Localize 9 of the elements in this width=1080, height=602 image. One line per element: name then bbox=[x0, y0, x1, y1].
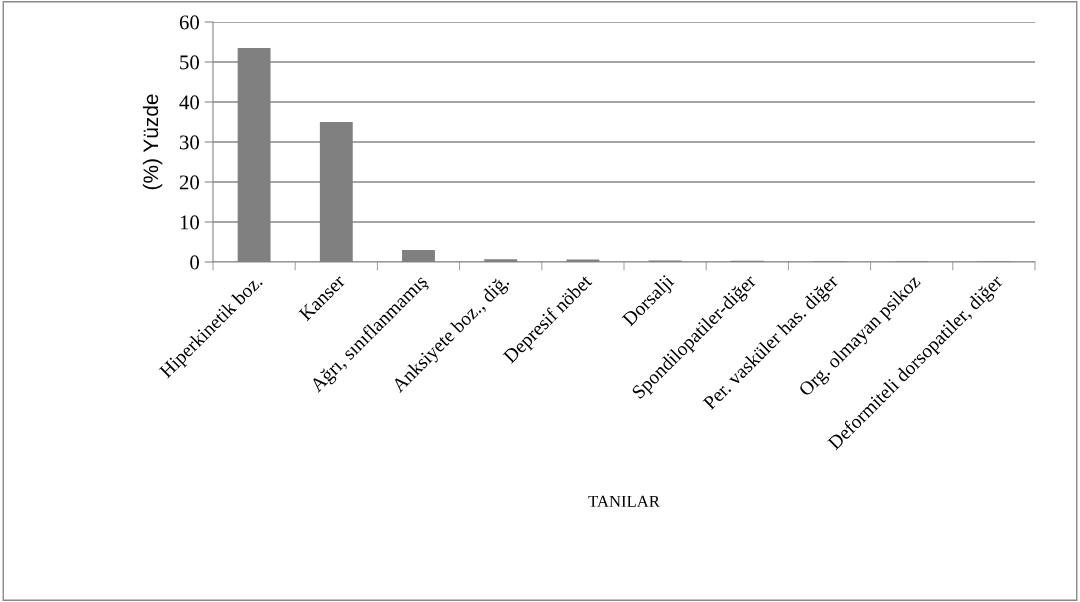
y-tick-label: 20 bbox=[179, 175, 200, 190]
y-tick-label: 30 bbox=[179, 135, 200, 150]
y-tick-label: 0 bbox=[190, 255, 200, 270]
y-axis-title: (%) Yüzde bbox=[142, 94, 163, 190]
y-tick-label: 40 bbox=[179, 95, 200, 110]
y-tick-label: 50 bbox=[180, 55, 200, 70]
y-tick-label: 10 bbox=[180, 215, 200, 230]
y-tick-label: 60 bbox=[179, 15, 200, 30]
x-axis-title: TANILAR bbox=[588, 495, 660, 507]
